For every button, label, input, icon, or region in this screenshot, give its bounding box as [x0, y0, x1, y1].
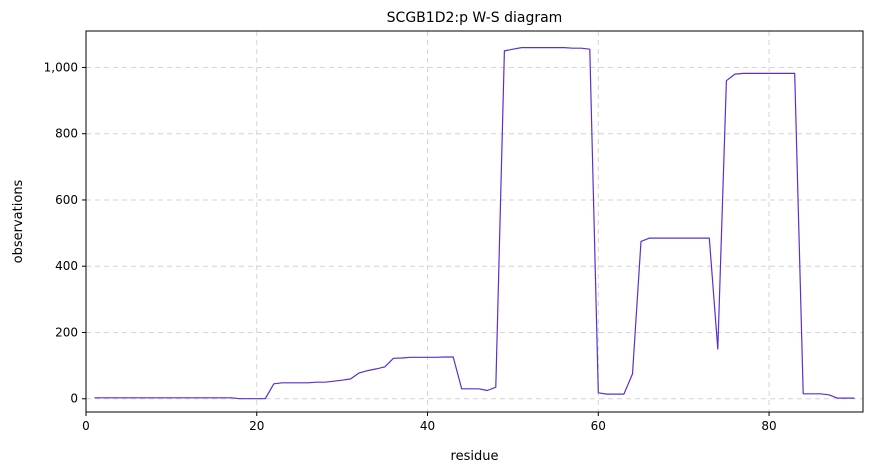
- x-tick-label: 60: [591, 419, 606, 433]
- y-tick-label: 200: [55, 325, 78, 339]
- x-tick-label: 40: [420, 419, 435, 433]
- x-axis-label: residue: [451, 449, 499, 464]
- grid: [85, 31, 863, 412]
- y-axis-label: observations: [11, 179, 26, 263]
- series-line: [94, 46, 855, 400]
- plot-area-frame: [85, 30, 864, 413]
- chart-title: SCGB1D2:p W-S diagram: [387, 10, 563, 26]
- x-tick-label: 20: [249, 419, 264, 433]
- x-axis-ticks: 0 20 40 60 80: [82, 412, 777, 433]
- y-axis-ticks: 0 200 400 600 800 1,000: [44, 60, 86, 406]
- x-tick-label: 80: [761, 419, 776, 433]
- y-tick-label: 0: [70, 392, 78, 406]
- y-tick-label: 1,000: [44, 60, 78, 74]
- series-layer: [94, 46, 855, 400]
- y-tick-label: 800: [55, 127, 78, 141]
- y-tick-label: 400: [55, 259, 78, 273]
- x-tick-label: 0: [82, 419, 90, 433]
- y-tick-label: 600: [55, 193, 78, 207]
